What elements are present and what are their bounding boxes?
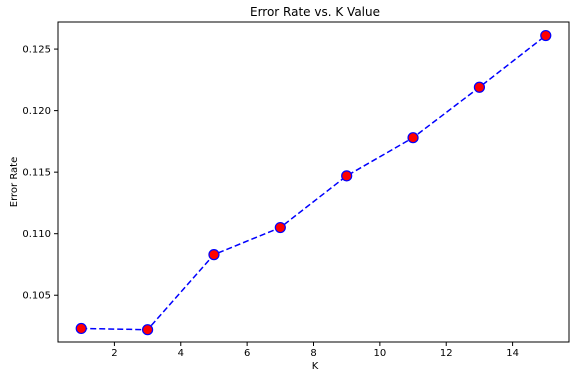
data-point bbox=[208, 249, 220, 261]
data-point bbox=[75, 322, 87, 335]
data-point bbox=[341, 170, 353, 182]
series-layer bbox=[75, 29, 552, 336]
data-point bbox=[407, 132, 419, 144]
y-tick-label: 0.125 bbox=[22, 45, 51, 56]
x-tick-label: 12 bbox=[440, 348, 453, 359]
x-tick-label: 8 bbox=[310, 348, 316, 359]
x-tick-label: 6 bbox=[244, 348, 250, 359]
x-tick-label: 4 bbox=[178, 348, 184, 359]
x-tick-label: 2 bbox=[111, 348, 117, 359]
y-tick-label: 0.105 bbox=[22, 291, 51, 302]
y-tick-label: 0.110 bbox=[22, 229, 51, 240]
data-point bbox=[473, 81, 486, 93]
y-axis-label: Error Rate bbox=[9, 157, 20, 207]
x-axis-label: K bbox=[312, 361, 319, 372]
y-tick-label: 0.115 bbox=[22, 168, 51, 179]
series-line bbox=[81, 34, 547, 331]
x-tick-label: 10 bbox=[373, 348, 386, 359]
y-tick-label: 0.120 bbox=[22, 106, 51, 117]
y-axis: 0.105 0.110 0.115 0.120 0.125 bbox=[22, 45, 58, 302]
data-point bbox=[274, 221, 286, 234]
data-point bbox=[540, 29, 552, 42]
chart-title: Error Rate vs. K Value bbox=[250, 5, 380, 19]
x-tick-label: 14 bbox=[506, 348, 519, 359]
x-axis: 2 4 6 8 10 12 14 bbox=[111, 342, 519, 359]
data-point bbox=[141, 324, 154, 336]
plot-frame bbox=[57, 21, 570, 343]
